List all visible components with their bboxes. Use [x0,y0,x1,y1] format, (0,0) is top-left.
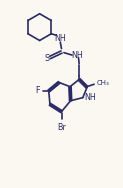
Text: NH: NH [84,93,96,102]
Text: NH: NH [54,34,66,43]
Text: S: S [44,54,49,63]
Text: Br: Br [57,123,66,132]
Text: F: F [36,86,40,96]
Text: CH₃: CH₃ [97,80,109,86]
Text: NH: NH [71,51,83,60]
